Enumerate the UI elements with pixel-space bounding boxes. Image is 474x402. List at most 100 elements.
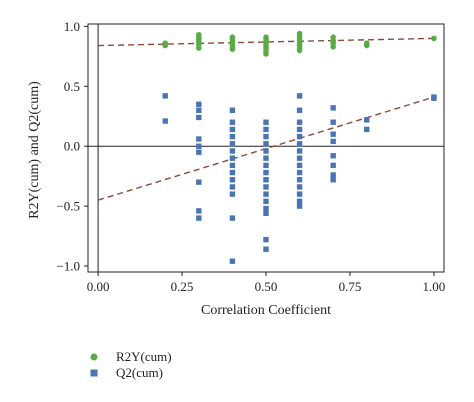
q2-point [196,149,202,155]
legend-label: Q2(cum) [116,365,163,380]
y-tick-label: −0.5 [56,199,80,214]
y-tick-label: 0.0 [64,139,80,154]
x-axis-title: Correlation Coefficient [201,303,331,318]
q2-point [229,107,236,113]
q2-point [364,126,370,133]
r2y-point [263,34,269,40]
q2-point [196,179,202,185]
q2-point [330,119,336,125]
circle-marker-icon [86,349,116,365]
y-axis-title: R2Y(cum) and Q2(cum) [27,81,42,219]
legend-label: R2Y(cum) [116,349,172,364]
q2-point [229,119,236,125]
q2-point [229,133,236,140]
q2-point [296,133,303,140]
x-tick-label: 0.50 [255,279,278,294]
q2-point [263,205,269,212]
q2-point [263,119,269,125]
q2-point [263,133,269,140]
q2-point [330,162,336,169]
q2-point [296,93,303,99]
q2-point [162,118,168,124]
q2-point [330,105,336,111]
r2y-point [196,31,202,38]
q2-point [263,126,269,133]
q2-point [263,177,269,183]
x-tick-label: 0.75 [339,279,362,294]
r2y-point [296,30,303,37]
y-tick-label: 0.5 [64,79,80,94]
r2y-point [363,40,370,46]
r2y-point [431,35,437,42]
q2-point [296,184,303,190]
q2-point [296,162,303,169]
q2-point [229,215,236,221]
q2-point [296,155,303,161]
q2-point [263,169,269,176]
q2-point [196,143,202,149]
q2-point [296,198,303,205]
q2-point [330,177,336,183]
q2-point [263,162,269,169]
r2y-point [229,34,236,40]
y-axis-ticks: −1.0 −0.5 0.0 0.5 1.0 [56,19,88,274]
q2-point [263,198,269,205]
legend-item-q2: Q2(cum) [86,365,172,381]
q2-point [263,155,269,161]
x-tick-label: 0.00 [87,279,110,294]
q2-point [263,191,269,197]
q2-point [296,191,303,197]
q2-point [196,136,202,142]
q2-point [296,141,303,147]
q2-point [229,169,236,176]
q2-point [330,172,336,178]
q2-point [263,141,269,147]
q2-point [229,126,236,133]
q2-point [196,107,202,113]
q2-point [296,169,303,176]
q2-point [229,184,236,190]
q2-point [263,184,269,190]
y-tick-label: 1.0 [64,19,80,34]
q2-point [229,148,236,154]
q2-point [196,114,202,121]
x-axis-ticks: 0.00 0.25 0.50 0.75 1.00 [87,272,446,294]
q2-point [229,177,236,183]
q2-point [330,131,336,137]
q2-point [296,119,303,125]
q2-point [229,191,236,197]
x-tick-label: 0.25 [171,279,194,294]
q2-point [263,246,269,252]
data-points [162,30,437,264]
q2-point [330,138,336,145]
q2-point [364,117,370,123]
q2-point [296,126,303,133]
q2-point [296,177,303,183]
q2-point [229,141,236,147]
q2-point [296,203,303,209]
q2-point [263,236,269,243]
trendline-0 [98,37,434,47]
q2-point [296,148,303,154]
q2-point [263,210,269,216]
trendlines [97,37,435,201]
legend-item-r2y: R2Y(cum) [86,349,172,365]
q2-point [162,93,168,99]
q2-point [196,101,202,107]
q2-point [330,153,336,159]
r2y-point [330,34,336,40]
y-tick-label: −1.0 [56,259,80,274]
q2-point [229,155,236,161]
q2-point [196,215,202,221]
q2-point [296,107,303,113]
q2-point [229,258,236,264]
q2-point [229,162,236,169]
q2-point [263,148,269,154]
chart-legend: R2Y(cum) Q2(cum) [86,349,172,381]
q2-point [196,208,202,214]
x-tick-label: 1.00 [423,279,446,294]
square-marker-icon [86,365,116,381]
q2-point [431,95,437,101]
r2y-point [162,40,169,46]
